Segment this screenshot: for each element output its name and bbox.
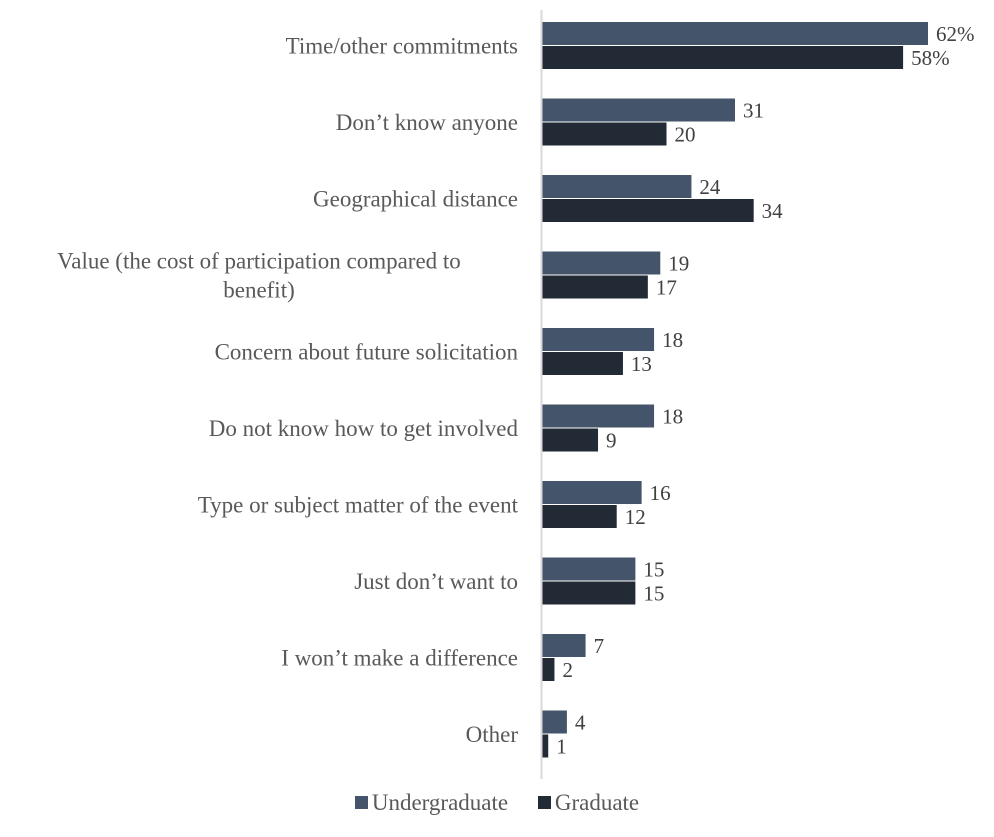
bar-graduate-just-don-t-want-to (542, 581, 636, 605)
category-label-i-won-t-make-a-difference: I won’t make a difference (281, 646, 518, 671)
value-label-undergraduate-type-or-subject-matter-of-the-event: 16 (650, 481, 671, 505)
value-label-undergraduate-other: 4 (575, 711, 586, 735)
bar-undergraduate-just-don-t-want-to (542, 557, 636, 581)
value-label-graduate-geographical-distance: 34 (762, 199, 784, 223)
category-label-geographical-distance: Geographical distance (313, 187, 518, 212)
value-label-undergraduate-geographical-distance: 24 (699, 175, 721, 199)
bar-graduate-concern-about-future-solicitation (542, 352, 623, 375)
bar-graduate-type-or-subject-matter-of-the-event (542, 505, 617, 528)
value-label-undergraduate-concern-about-future-solicitation: 18 (662, 328, 683, 352)
bar-graduate-don-t-know-anyone (542, 122, 667, 146)
bar-undergraduate-time-other-commitments (542, 22, 928, 45)
bar-graduate-geographical-distance (542, 199, 754, 222)
bar-undergraduate-do-not-know-how-to-get-involved (542, 404, 655, 428)
category-labels: Time/other commitments Don’t know anyone G… (57, 34, 518, 748)
bar-undergraduate-type-or-subject-matter-of-the-event (542, 481, 642, 504)
category-label-just-don-t-want-to: Just don’t want to (354, 569, 518, 594)
legend-swatch-undergraduate (354, 796, 368, 809)
legend-item-undergraduate: Undergraduate (354, 790, 509, 816)
bar-undergraduate-value-the-cost-of-participation-compared (542, 251, 661, 275)
category-label-value-the-cost-of-participation-compared: Value (the cost of participation compare… (57, 249, 461, 303)
value-label-graduate-time-other-commitments: 58% (911, 46, 950, 70)
category-label-time-other-commitments: Time/other commitments (286, 34, 518, 59)
category-label-type-or-subject-matter-of-the-event: Type or subject matter of the event (198, 493, 519, 518)
legend-label-graduate: Graduate (554, 790, 640, 815)
bar-undergraduate-don-t-know-anyone (542, 98, 735, 122)
bar-undergraduate-i-won-t-make-a-difference (542, 634, 586, 657)
value-label-graduate-don-t-know-anyone: 20 (675, 123, 696, 147)
bar-graduate-value-the-cost-of-participation-compared (542, 275, 648, 299)
bar-undergraduate-geographical-distance (542, 175, 692, 198)
bar-graduate-other (542, 734, 549, 758)
value-label-undergraduate-don-t-know-anyone: 31 (743, 99, 764, 123)
bar-graduate-time-other-commitments (542, 46, 904, 69)
value-label-graduate-do-not-know-how-to-get-involved: 9 (606, 429, 617, 453)
value-label-graduate-type-or-subject-matter-of-the-event: 12 (625, 505, 646, 529)
bars-group (542, 22, 928, 758)
bar-undergraduate-concern-about-future-solicitation (542, 328, 655, 351)
category-label-other: Other (466, 722, 519, 747)
value-label-graduate-concern-about-future-solicitation: 13 (631, 352, 652, 376)
value-label-undergraduate-i-won-t-make-a-difference: 7 (594, 634, 605, 658)
value-label-graduate-other: 1 (556, 735, 567, 759)
value-label-undergraduate-just-don-t-want-to: 15 (643, 558, 664, 582)
category-label-don-t-know-anyone: Don’t know anyone (336, 110, 518, 135)
category-label-do-not-know-how-to-get-involved: Do not know how to get involved (209, 416, 519, 441)
value-label-graduate-value-the-cost-of-participation-compared: 17 (656, 276, 677, 300)
legend-label-undergraduate: Undergraduate (371, 790, 509, 815)
value-label-undergraduate-value-the-cost-of-participation-compared: 19 (668, 252, 689, 276)
category-label-concern-about-future-solicitation: Concern about future solicitation (215, 340, 519, 365)
value-label-undergraduate-do-not-know-how-to-get-involved: 18 (662, 405, 683, 429)
legend-item-graduate: Graduate (537, 790, 640, 816)
legend-swatch-graduate (537, 796, 551, 809)
bar-graduate-do-not-know-how-to-get-involved (542, 428, 599, 452)
bar-undergraduate-other (542, 710, 567, 734)
value-label-graduate-i-won-t-make-a-difference: 2 (562, 658, 573, 682)
legend: Undergraduate Graduate (0, 790, 994, 816)
bar-graduate-i-won-t-make-a-difference (542, 658, 555, 681)
value-label-undergraduate-time-other-commitments: 62% (936, 22, 975, 46)
value-label-graduate-just-don-t-want-to: 15 (643, 582, 664, 606)
